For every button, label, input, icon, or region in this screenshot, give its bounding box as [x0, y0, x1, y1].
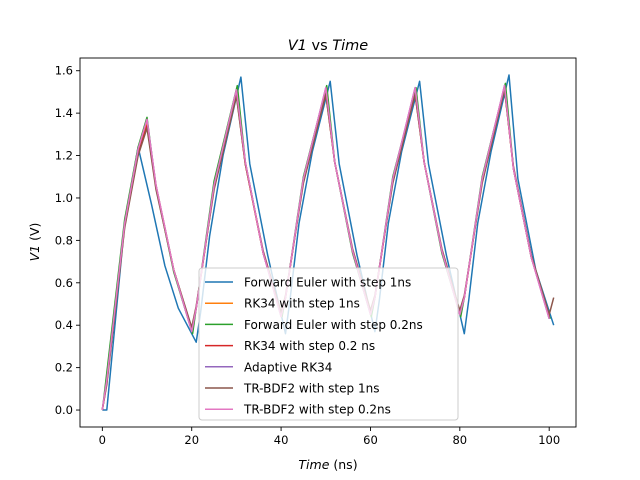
y-tick-label: 0.2	[55, 361, 73, 375]
x-tick-label: 80	[452, 433, 467, 447]
legend: Forward Euler with step 1ns RK34 with ste…	[198, 267, 459, 421]
y-tick-label: 1.6	[55, 64, 73, 78]
y-tick-label: 0.0	[55, 403, 73, 417]
title-separator: vs	[307, 38, 332, 54]
y-axis-label-unit: (V)	[27, 223, 42, 245]
x-tick-label: 40	[274, 433, 289, 447]
x-axis-label-name: Time	[298, 457, 329, 472]
series-layer	[101, 74, 555, 411]
title-series-name: V1	[288, 38, 307, 54]
legend-box	[198, 267, 459, 421]
y-tick-label: 0.4	[55, 318, 73, 332]
title-axis-name: Time	[332, 38, 368, 54]
y-axis: 0.0 0.2 0.4 0.6 0.8 1.0 1.2 1.4 1.6	[55, 64, 80, 417]
legend-label: Adaptive RK34	[244, 360, 332, 374]
y-tick-label: 0.8	[55, 233, 73, 247]
y-tick-label: 1.2	[55, 149, 73, 163]
y-axis-label-name: V1	[27, 245, 42, 262]
x-axis: 0 20 40 60 80 100	[99, 427, 560, 447]
x-tick-label: 0	[99, 433, 106, 447]
legend-label: TR-BDF2 with step 0.2ns	[243, 403, 391, 417]
legend-label: Forward Euler with step 1ns	[244, 276, 411, 290]
chart-title: V1 vs Time	[288, 38, 369, 54]
plot-frame	[79, 57, 577, 428]
y-tick-label: 1.0	[55, 191, 73, 205]
x-tick-label: 20	[184, 433, 199, 447]
legend-label: Forward Euler with step 0.2ns	[244, 318, 423, 332]
x-tick-label: 60	[363, 433, 378, 447]
x-tick-label: 100	[538, 433, 560, 447]
x-axis-label-unit: (ns)	[329, 457, 357, 472]
y-axis-label: V1 (V)	[27, 223, 42, 262]
series-line-1	[102, 74, 555, 411]
series-line-7	[101, 84, 550, 411]
legend-label: TR-BDF2 with step 1ns	[243, 382, 379, 396]
legend-label: RK34 with step 1ns	[244, 297, 360, 311]
y-tick-label: 1.4	[55, 106, 73, 120]
y-tick-label: 0.6	[55, 276, 73, 290]
x-axis-label: Time (ns)	[298, 457, 357, 472]
legend-label: RK34 with step 0.2 ns	[244, 339, 375, 353]
